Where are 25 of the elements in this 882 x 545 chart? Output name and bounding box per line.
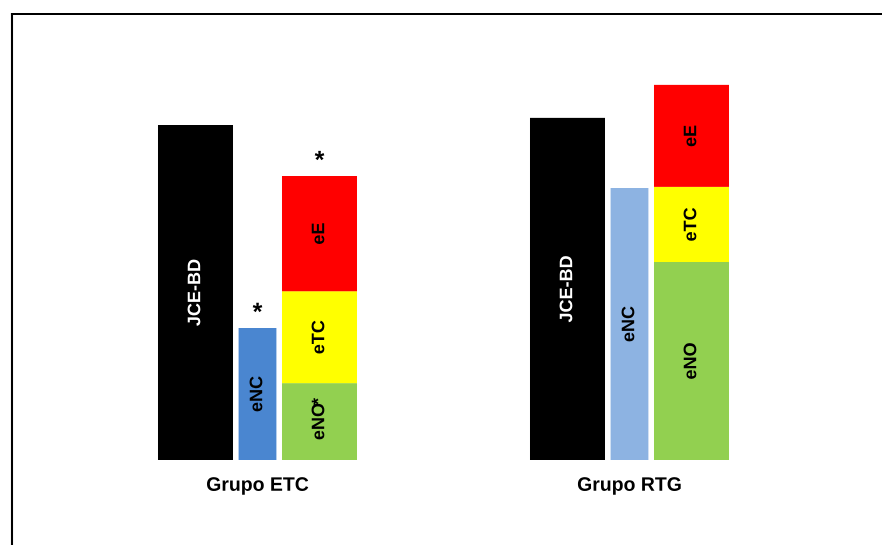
bar <box>158 125 234 460</box>
series-label: eTC <box>684 208 696 241</box>
series-label: JCE-BD <box>560 256 572 322</box>
annotation: * <box>252 302 262 312</box>
text: JCE-BD <box>188 260 200 326</box>
bar <box>282 176 358 292</box>
bar <box>654 186 730 262</box>
series-label: eE <box>312 223 324 244</box>
bar <box>282 291 358 384</box>
bar <box>238 328 276 460</box>
bar <box>610 188 648 460</box>
text: eTC <box>312 320 324 354</box>
text: eNC <box>250 376 262 412</box>
bar <box>282 383 358 460</box>
bar <box>530 118 606 460</box>
text: eNO <box>684 343 696 379</box>
x-tick-label: Grupo ETC <box>206 477 308 495</box>
annotation: * <box>314 150 324 160</box>
annotation: * <box>312 398 318 405</box>
series-label: eNC <box>622 306 634 342</box>
text: eE <box>684 126 696 146</box>
bar <box>654 262 730 460</box>
series-label: eNO <box>312 404 324 440</box>
x-tick-label: Grupo RTG <box>578 477 681 495</box>
bar <box>654 84 730 187</box>
